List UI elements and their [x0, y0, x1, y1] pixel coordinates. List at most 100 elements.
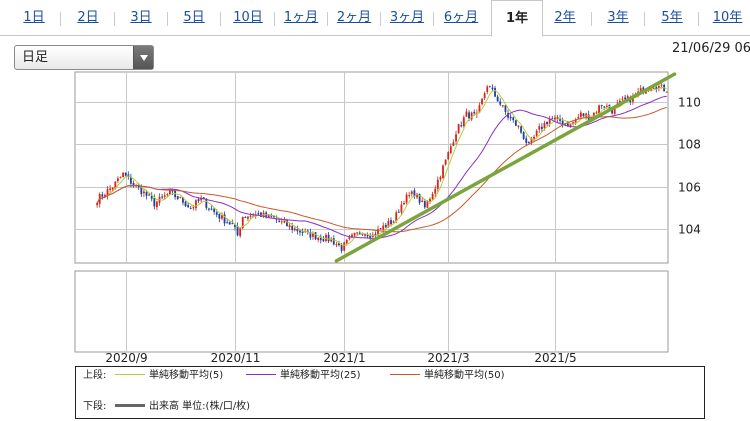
chart-type-select[interactable]: 日足	[14, 45, 154, 70]
candle	[447, 151, 450, 161]
chart-type-value: 日足	[22, 50, 49, 65]
tab-8[interactable]: 3ヶ月	[389, 10, 425, 25]
tab-separator	[380, 12, 381, 26]
y-tick-label: 104	[678, 223, 701, 237]
candle	[421, 197, 424, 203]
candle	[353, 232, 356, 238]
candle	[296, 225, 299, 235]
tab-12[interactable]: 3年	[607, 10, 629, 25]
tab-1[interactable]: 1日	[23, 10, 45, 25]
candle	[150, 192, 153, 202]
candle	[457, 123, 460, 134]
y-tick-label: 108	[678, 138, 701, 152]
candle	[455, 130, 457, 145]
tab-14[interactable]: 10年	[712, 10, 743, 25]
candle	[501, 104, 504, 108]
chevron-down-icon[interactable]	[133, 46, 153, 69]
candle	[652, 87, 655, 89]
candle	[486, 84, 489, 95]
candle	[189, 205, 192, 210]
tab-separator	[274, 12, 275, 26]
candle	[600, 104, 603, 109]
candle	[122, 172, 125, 178]
tab-7[interactable]: 2ヶ月	[336, 10, 372, 25]
candle	[335, 241, 338, 248]
tab-4[interactable]: 5日	[183, 10, 205, 25]
tab-11[interactable]: 2年	[554, 10, 576, 25]
ma-line-50	[96, 106, 667, 233]
candle	[572, 121, 574, 126]
candle	[465, 108, 468, 117]
y-tick-label: 106	[678, 181, 701, 195]
candle	[460, 121, 463, 128]
candle	[444, 159, 447, 166]
legend-lower-label: 下段:	[83, 401, 107, 412]
legend-item-ma25: 単純移動平均(25)	[246, 369, 361, 383]
candle	[163, 192, 166, 200]
candle	[509, 114, 512, 121]
candle	[384, 222, 387, 229]
candle	[309, 228, 312, 241]
candle	[603, 106, 606, 111]
candle	[665, 91, 668, 93]
candle	[478, 102, 481, 114]
candle	[195, 199, 197, 211]
tab-9[interactable]: 6ヶ月	[443, 10, 479, 25]
tab-separator	[167, 12, 168, 26]
candle	[273, 215, 275, 218]
tab-5[interactable]: 10日	[233, 10, 263, 25]
legend-label-ma50: 単純移動平均(50)	[424, 370, 505, 381]
candle	[527, 141, 530, 144]
candle	[226, 219, 229, 224]
tab-10[interactable]: 1年	[491, 0, 543, 37]
candle	[228, 221, 231, 225]
candle	[338, 240, 340, 247]
candle	[176, 195, 179, 201]
candle	[117, 176, 119, 184]
candle	[535, 129, 538, 138]
candle	[143, 188, 145, 197]
tab-6[interactable]: 1ヶ月	[283, 10, 319, 25]
candle	[179, 196, 182, 199]
candle	[470, 111, 473, 122]
legend-row-upper: 上段: 単純移動平均(5) 単純移動平均(25) 単純移動平均(50)	[83, 369, 505, 383]
x-tick-label: 2021/3	[427, 351, 469, 365]
candle	[574, 117, 577, 126]
candle	[405, 192, 408, 205]
candle	[546, 121, 548, 126]
tab-separator	[327, 12, 328, 26]
candle	[624, 94, 626, 100]
tab-13[interactable]: 5年	[661, 10, 683, 25]
candle	[499, 98, 502, 107]
candle	[208, 207, 210, 212]
candle	[210, 205, 213, 211]
candle	[488, 85, 491, 88]
candle	[556, 114, 559, 123]
candle	[218, 213, 221, 223]
x-tick-label: 2020/11	[211, 351, 261, 365]
candle	[200, 194, 203, 204]
candle	[400, 200, 403, 216]
candle	[169, 188, 171, 196]
candle	[655, 84, 658, 93]
legend-upper-label: 上段:	[83, 370, 107, 381]
candle	[449, 143, 452, 155]
candle	[434, 185, 437, 198]
candle	[431, 191, 434, 201]
tab-2[interactable]: 2日	[77, 10, 99, 25]
candle	[187, 202, 190, 208]
candle	[494, 85, 496, 98]
legend-label-volume: 出来高 単位:(株/口/枚)	[149, 401, 251, 412]
candle	[119, 176, 122, 179]
tab-3[interactable]: 3日	[130, 10, 152, 25]
candle	[213, 208, 216, 215]
tab-separator	[60, 12, 61, 26]
price-chart: 2020/9 2020/11 2021/1 2021/3 2021/5 104 106 108…	[74, 71, 701, 365]
candle	[605, 103, 608, 110]
last-updated-datetime: 21/06/29 06:	[672, 41, 750, 56]
candle	[322, 236, 325, 242]
candle	[533, 134, 535, 142]
candle	[132, 180, 135, 188]
candle	[439, 175, 442, 182]
candle	[410, 190, 413, 197]
